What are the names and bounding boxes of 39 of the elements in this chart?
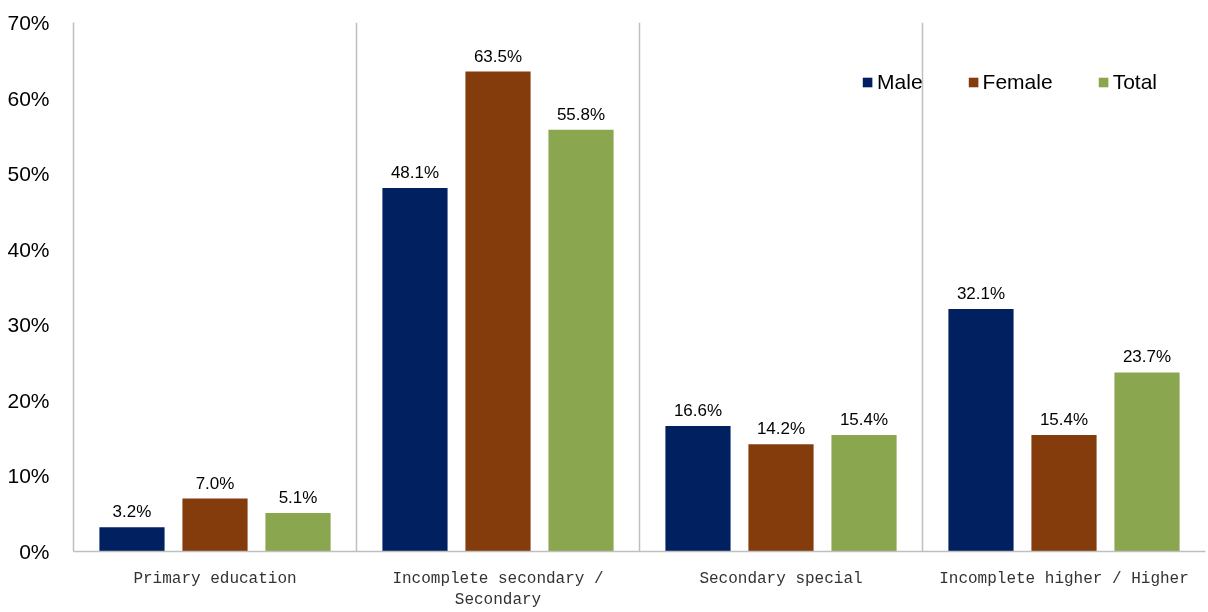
legend-label: Male [877, 70, 923, 94]
bar [548, 129, 614, 552]
x-tick-label: Secondary special [699, 569, 863, 588]
data-label: 32.1% [956, 283, 1006, 303]
data-label: 16.6% [673, 401, 723, 421]
x-tick-label: Incomplete higher / Higher [939, 569, 1189, 588]
data-label: 15.4% [1039, 410, 1089, 430]
y-tick-label: 60% [7, 86, 50, 110]
data-label: 63.5% [473, 46, 523, 66]
legend-label: Total [1112, 70, 1157, 94]
bar [265, 512, 331, 552]
y-tick-label: 30% [7, 313, 50, 337]
data-label: 55.8% [556, 104, 606, 124]
bar [748, 444, 814, 552]
bar [465, 71, 531, 552]
data-label: 14.2% [756, 419, 806, 439]
bar [99, 527, 165, 552]
y-tick-label: 20% [7, 388, 50, 412]
y-tick-label: 70% [7, 11, 50, 34]
x-tick-label: Incomplete secondary / Secondary [392, 569, 604, 610]
bar [948, 308, 1014, 552]
bar [1031, 435, 1097, 552]
data-label: 7.0% [195, 473, 235, 493]
x-tick-label: Primary education [133, 569, 297, 588]
bar [1114, 372, 1180, 552]
y-tick-label: 40% [7, 237, 50, 261]
data-label: 48.1% [390, 163, 440, 182]
bar [182, 498, 248, 552]
y-tick-label: 10% [7, 464, 50, 488]
data-label: 15.4% [839, 410, 889, 430]
y-tick-label: 0% [19, 540, 50, 563]
y-tick-label: 50% [7, 162, 50, 186]
bar [382, 188, 448, 552]
bar [831, 435, 897, 552]
data-label: 3.2% [112, 502, 152, 522]
data-label: 23.7% [1122, 347, 1172, 367]
data-label: 5.1% [278, 487, 318, 507]
bar [665, 426, 731, 552]
legend-label: Female [982, 70, 1053, 94]
